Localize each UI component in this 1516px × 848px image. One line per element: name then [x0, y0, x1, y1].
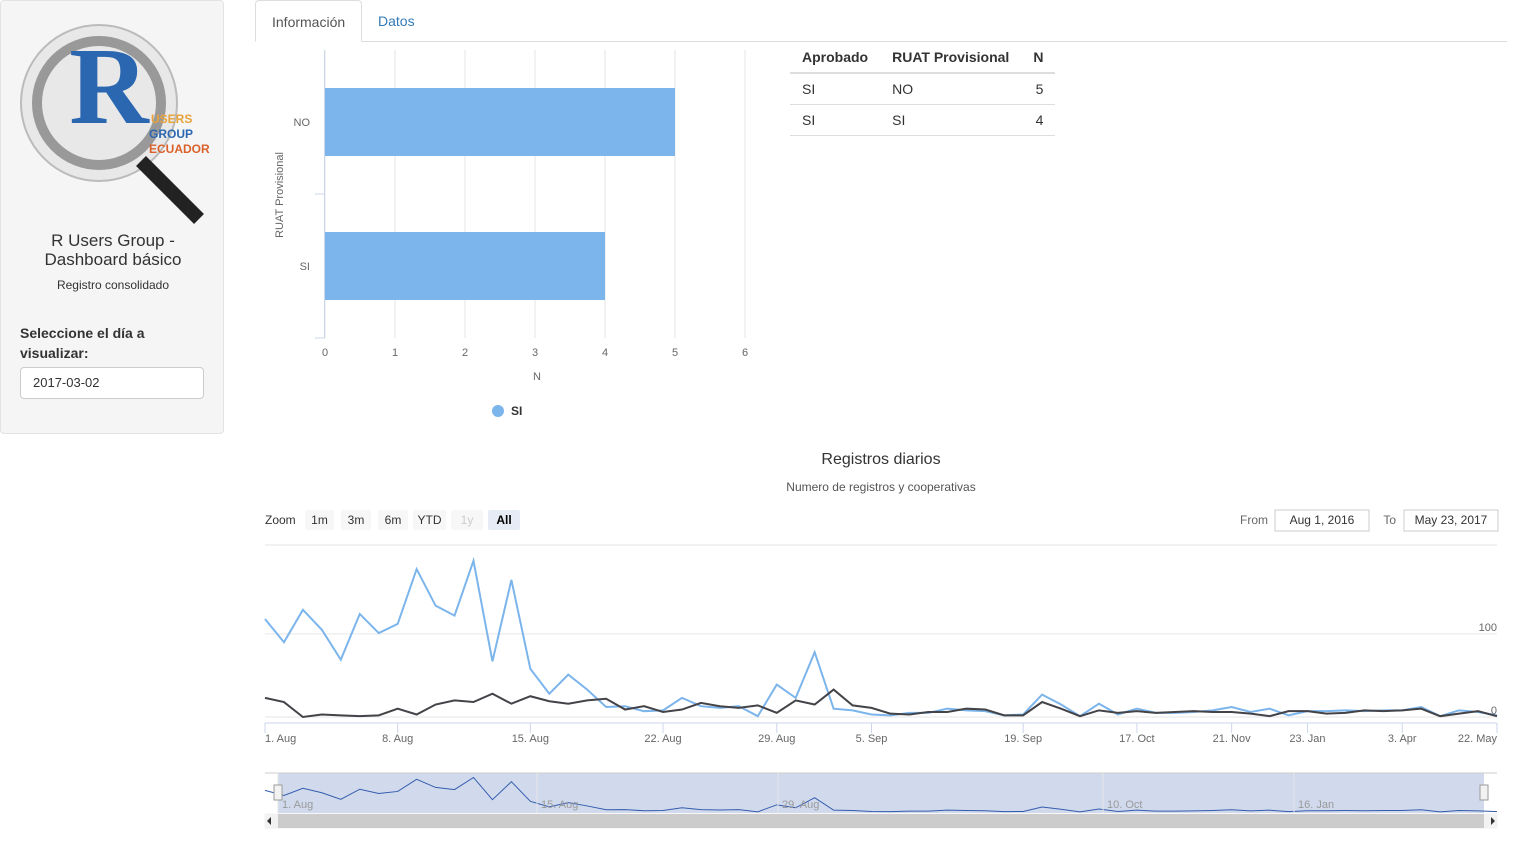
- tab[interactable]: Información: [255, 0, 363, 42]
- navigator-mask: [278, 773, 1484, 813]
- app-subtitle: Registro consolidado: [56, 278, 170, 292]
- x-tick-label: 3: [532, 347, 538, 359]
- x-tick-label: 29. Aug: [758, 733, 795, 745]
- logo-letter: R: [69, 25, 150, 147]
- logo: R USERS GROUP ECUADOR: [20, 24, 210, 224]
- x-tick-label: 23. Jan: [1289, 733, 1325, 745]
- table-row: SI NO 5: [790, 73, 1056, 105]
- logo-text: ECUADOR: [149, 142, 210, 156]
- x-tick-label: 19. Sep: [1004, 733, 1042, 745]
- legend-label: SI: [511, 404, 522, 418]
- y-tick-label: SI: [300, 261, 310, 273]
- table-row: SI SI 4: [790, 104, 1056, 136]
- sidebar: R USERS GROUP ECUADOR R Users Group - Da…: [0, 0, 224, 434]
- range-button-label: YTD: [418, 513, 442, 527]
- range-button-label: 1y: [461, 513, 474, 527]
- range-button: [451, 510, 483, 530]
- date-input[interactable]: 2017-03-02: [20, 367, 204, 399]
- app-title: R Users Group - Dashboard básico: [44, 231, 182, 269]
- from-value: Aug 1, 2016: [1290, 513, 1355, 527]
- navigator-label: 1. Aug: [282, 799, 313, 811]
- x-tick-label: 17. Oct: [1119, 733, 1154, 745]
- range-button[interactable]: [378, 510, 408, 530]
- navigator-label: 29. Aug: [782, 799, 819, 811]
- x-tick-label: 8. Aug: [382, 733, 413, 745]
- bar: [325, 232, 605, 300]
- x-tick-label: 4: [602, 347, 608, 359]
- y-axis-title: RUAT Provisional: [274, 152, 286, 238]
- navigator-handle[interactable]: [1479, 784, 1489, 801]
- range-button-label: All: [496, 513, 511, 527]
- x-tick-label: 1: [392, 347, 398, 359]
- navigator-series: [264, 776, 1498, 813]
- table-cell: 5: [1021, 73, 1056, 105]
- navigator-label: 10. Oct: [1107, 799, 1142, 811]
- range-button[interactable]: [413, 510, 446, 530]
- x-tick-label: 5: [672, 347, 678, 359]
- x-tick-label: 22. Aug: [644, 733, 681, 745]
- x-tick-label: 5. Sep: [856, 733, 888, 745]
- line-series: [264, 688, 1498, 719]
- bar: [325, 88, 675, 156]
- y-tick-label: 0: [1491, 705, 1497, 717]
- chart-subtitle: Numero de registros y cooperativas: [786, 480, 975, 494]
- logo-text: GROUP: [149, 127, 193, 141]
- table-header: N: [1021, 42, 1056, 74]
- line-series: [264, 556, 1498, 718]
- y-tick-label: NO: [294, 117, 311, 129]
- table-header: RUAT Provisional: [880, 42, 1022, 74]
- table-cell: SI: [790, 73, 881, 105]
- range-button[interactable]: [305, 510, 334, 530]
- legend-symbol: [492, 405, 504, 417]
- to-label: To: [1383, 513, 1396, 527]
- range-button-label: 6m: [385, 513, 402, 527]
- zoom-label: Zoom: [265, 513, 296, 527]
- navigator-label: 15. Aug: [541, 799, 578, 811]
- x-tick-label: 1. Aug: [265, 733, 296, 745]
- table-header: Aprobado: [790, 42, 881, 74]
- input-label: Seleccione el día a visualizar:: [20, 325, 145, 361]
- chart-title: Registros diarios: [821, 451, 940, 468]
- y-tick-label: 100: [1479, 622, 1497, 634]
- navigator-label: 16. Jan: [1298, 799, 1334, 811]
- table: Aprobado RUAT Provisional N SI NO 5 SI SI 4: [790, 42, 1056, 136]
- tabs: Información Datos: [255, 0, 1507, 42]
- x-tick-label: 0: [322, 347, 328, 359]
- table-cell: SI: [880, 104, 1022, 136]
- x-tick-label: 22. May: [1458, 733, 1498, 745]
- range-button-label: 3m: [348, 513, 365, 527]
- from-input[interactable]: [1274, 509, 1370, 532]
- range-button-label: 1m: [311, 513, 328, 527]
- scrollbar-thumb[interactable]: [278, 814, 1484, 828]
- to-value: May 23, 2017: [1415, 513, 1488, 527]
- table-cell: 4: [1021, 104, 1056, 136]
- x-tick-label: 21. Nov: [1213, 733, 1251, 745]
- to-input[interactable]: [1403, 509, 1499, 532]
- x-axis-title: N: [533, 371, 541, 383]
- table-cell: SI: [790, 104, 881, 136]
- navigator-handle[interactable]: [273, 784, 283, 801]
- from-label: From: [1240, 513, 1268, 527]
- tab[interactable]: Datos: [378, 13, 415, 29]
- range-button[interactable]: [341, 510, 371, 530]
- table-cell: NO: [880, 73, 1022, 105]
- x-tick-label: 2: [462, 347, 468, 359]
- logo-text: USERS: [151, 112, 192, 126]
- x-tick-label: 15. Aug: [512, 733, 549, 745]
- range-button[interactable]: [488, 510, 520, 530]
- x-tick-label: 6: [742, 347, 748, 359]
- x-tick-label: 3. Apr: [1388, 733, 1417, 745]
